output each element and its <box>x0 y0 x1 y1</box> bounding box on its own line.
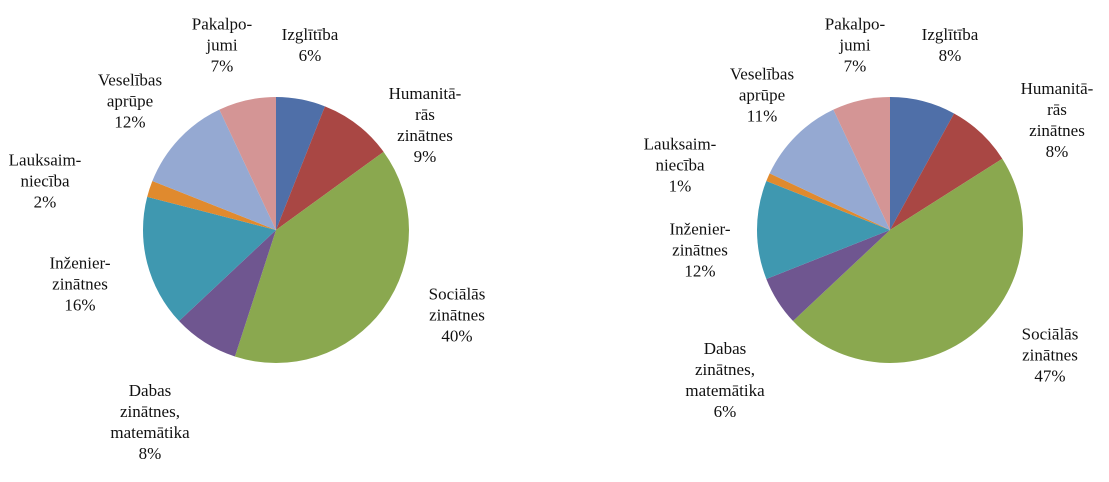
slice-label: Inženier- zinātnes 12% <box>669 219 730 282</box>
value-label: 12% <box>114 112 146 132</box>
category-name: Lauksaim- niecība <box>643 134 717 175</box>
pie-slice <box>757 181 890 279</box>
slice-label: Izglītība 8% <box>922 24 979 66</box>
slice-label: Pakalpo- jumi 7% <box>192 14 252 77</box>
category-name: Humanitā- rās zinātnes <box>388 84 462 145</box>
category-name: Humanitā- rās zinātnes <box>1020 79 1094 140</box>
pie-slice <box>276 106 384 230</box>
slice-label: Dabas zinātnes, matemātika 8% <box>110 380 189 464</box>
slice-label: Dabas zinātnes, matemātika 6% <box>685 338 764 422</box>
category-name: Veselības aprūpe <box>97 70 163 111</box>
pie-slice <box>766 230 890 322</box>
category-name: Pakalpo- jumi <box>824 14 886 55</box>
category-name: Izglītība <box>921 25 979 44</box>
slice-label: Sociālās zinātnes 47% <box>1022 324 1079 387</box>
slice-label: Lauksaim- niecība 1% <box>644 134 717 197</box>
pie-slice <box>152 109 276 230</box>
pie-slice <box>890 113 1003 230</box>
value-label: 8% <box>138 444 162 463</box>
pie-slice <box>147 181 276 230</box>
pie-slice <box>276 97 325 230</box>
category-name: Dabas zinātnes, matemātika <box>110 381 190 442</box>
value-label: 47% <box>1034 366 1066 386</box>
slice-label: Sociālās zinātnes 40% <box>429 284 486 347</box>
category-name: Izglītība <box>281 25 339 44</box>
value-label: 12% <box>684 261 716 281</box>
value-label: 11% <box>746 106 778 126</box>
category-name: Dabas zinātnes, matemātika <box>685 339 765 400</box>
value-label: 9% <box>413 147 437 166</box>
pie-slice <box>219 97 276 230</box>
category-name: Veselības aprūpe <box>729 64 795 105</box>
pie-slice <box>890 97 955 230</box>
category-name: Lauksaim- niecība <box>8 150 82 191</box>
value-label: 1% <box>668 176 692 196</box>
slice-label: Humanitā- rās zinātnes 8% <box>1021 78 1094 162</box>
category-name: Inženier- zinātnes <box>669 219 731 260</box>
value-label: 8% <box>1045 142 1069 161</box>
category-name: Sociālās zinātnes <box>428 284 486 325</box>
pie-slice <box>142 196 276 322</box>
value-label: 6% <box>713 402 737 421</box>
pie-slice <box>769 109 890 230</box>
value-label: 6% <box>298 46 322 65</box>
pie-slice <box>234 151 409 364</box>
slice-label: Inženier- zinātnes 16% <box>49 253 110 316</box>
slice-label: Veselības aprūpe 12% <box>98 70 162 133</box>
value-label: 7% <box>210 56 234 76</box>
pie-slice <box>766 173 890 230</box>
pie-slice <box>833 97 890 230</box>
value-label: 8% <box>938 46 962 65</box>
category-name: Pakalpo- jumi <box>191 14 253 55</box>
slice-label: Pakalpo- jumi 7% <box>825 14 885 77</box>
pie-slice <box>179 230 276 357</box>
slice-label: Humanitā- rās zinātnes 9% <box>389 83 462 167</box>
pie-slice <box>793 158 1023 364</box>
value-label: 16% <box>64 295 96 315</box>
category-name: Inženier- zinātnes <box>49 253 111 294</box>
slice-label: Izglītība 6% <box>282 24 339 66</box>
value-label: 40% <box>441 326 473 346</box>
value-label: 7% <box>843 56 867 76</box>
category-name: Sociālās zinātnes <box>1021 324 1079 365</box>
slice-label: Veselības aprūpe 11% <box>730 64 794 127</box>
slice-label: Lauksaim- niecība 2% <box>9 150 82 213</box>
value-label: 2% <box>33 192 57 212</box>
